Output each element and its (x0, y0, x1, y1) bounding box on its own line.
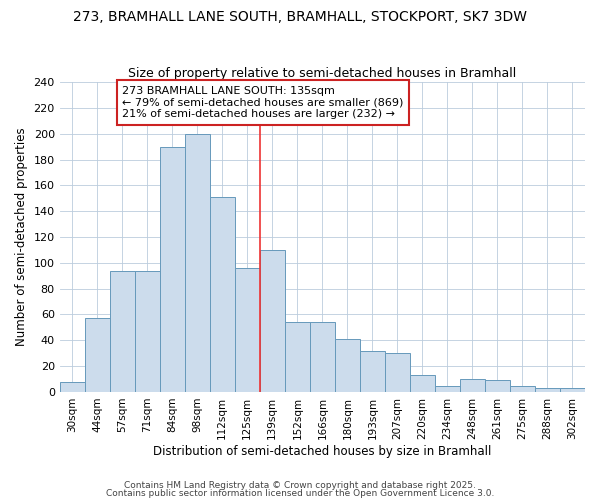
Bar (360, 350, 385, 392)
Bar (160, 146, 185, 392)
Text: 273, BRAMHALL LANE SOUTH, BRAMHALL, STOCKPORT, SK7 3DW: 273, BRAMHALL LANE SOUTH, BRAMHALL, STOC… (73, 10, 527, 24)
Bar (85, 318, 110, 392)
Bar (435, 386, 460, 392)
Bar (59, 382, 85, 392)
Text: 273 BRAMHALL LANE SOUTH: 135sqm
← 79% of semi-detached houses are smaller (869)
: 273 BRAMHALL LANE SOUTH: 135sqm ← 79% of… (122, 86, 404, 119)
X-axis label: Distribution of semi-detached houses by size in Bramhall: Distribution of semi-detached houses by … (153, 444, 491, 458)
Bar (310, 322, 335, 392)
Text: Contains HM Land Registry data © Crown copyright and database right 2025.: Contains HM Land Registry data © Crown c… (124, 481, 476, 490)
Bar (385, 353, 410, 392)
Bar (335, 339, 360, 392)
Title: Size of property relative to semi-detached houses in Bramhall: Size of property relative to semi-detach… (128, 66, 517, 80)
Bar (110, 270, 135, 392)
Bar (285, 322, 310, 392)
Text: Contains public sector information licensed under the Open Government Licence 3.: Contains public sector information licen… (106, 488, 494, 498)
Bar (185, 134, 210, 392)
Bar (410, 375, 435, 392)
Bar (535, 388, 560, 392)
Bar (460, 379, 485, 392)
Bar (210, 197, 235, 392)
Bar (135, 270, 160, 392)
Bar (485, 380, 510, 392)
Y-axis label: Number of semi-detached properties: Number of semi-detached properties (15, 128, 28, 346)
Bar (510, 386, 535, 392)
Bar (235, 268, 260, 392)
Bar (560, 388, 585, 392)
Bar (260, 250, 285, 392)
